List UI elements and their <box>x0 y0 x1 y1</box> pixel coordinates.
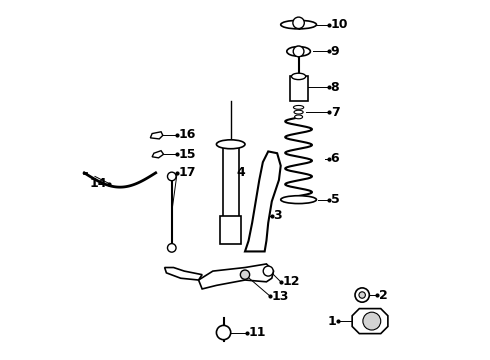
Bar <box>223 144 239 223</box>
Circle shape <box>293 17 304 28</box>
Text: 12: 12 <box>283 275 300 288</box>
PathPatch shape <box>152 151 164 158</box>
Circle shape <box>355 288 369 302</box>
Ellipse shape <box>217 140 245 149</box>
Text: 10: 10 <box>331 18 348 31</box>
Text: 2: 2 <box>379 288 388 302</box>
Ellipse shape <box>281 196 317 203</box>
Circle shape <box>168 244 176 252</box>
Circle shape <box>363 312 381 330</box>
Text: 4: 4 <box>236 166 245 179</box>
PathPatch shape <box>150 132 163 139</box>
Ellipse shape <box>294 110 303 114</box>
Text: 11: 11 <box>248 326 266 339</box>
Circle shape <box>293 46 304 57</box>
Text: 9: 9 <box>331 45 340 58</box>
Bar <box>220 216 242 244</box>
PathPatch shape <box>165 267 202 280</box>
Text: 15: 15 <box>179 148 196 161</box>
Text: 7: 7 <box>331 105 340 119</box>
Text: 3: 3 <box>273 209 282 222</box>
Circle shape <box>168 172 176 181</box>
Text: 17: 17 <box>179 166 196 179</box>
Text: 14: 14 <box>90 177 107 190</box>
Bar <box>290 76 308 102</box>
Circle shape <box>217 325 231 340</box>
Ellipse shape <box>281 20 317 29</box>
Ellipse shape <box>287 46 310 56</box>
Text: 1: 1 <box>327 315 336 328</box>
Text: 5: 5 <box>331 193 340 206</box>
Circle shape <box>263 266 273 276</box>
PathPatch shape <box>352 309 388 334</box>
Text: 8: 8 <box>331 81 340 94</box>
Text: 6: 6 <box>331 152 340 165</box>
PathPatch shape <box>198 264 273 289</box>
Text: 13: 13 <box>272 289 289 303</box>
PathPatch shape <box>245 152 281 251</box>
Circle shape <box>241 270 249 279</box>
Ellipse shape <box>294 115 303 119</box>
Ellipse shape <box>294 105 304 109</box>
Text: 16: 16 <box>179 128 196 141</box>
Circle shape <box>359 292 366 298</box>
Ellipse shape <box>292 73 306 80</box>
